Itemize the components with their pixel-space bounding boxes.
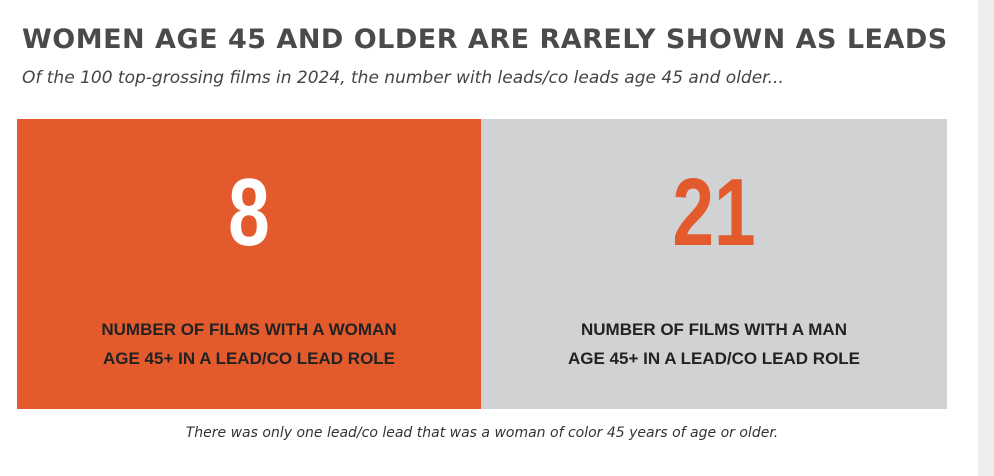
stat-label-women: NUMBER OF FILMS WITH A WOMAN AGE 45+ IN … xyxy=(37,315,461,373)
stat-label-men-line1: NUMBER OF FILMS WITH A MAN xyxy=(581,320,847,339)
stat-label-men: NUMBER OF FILMS WITH A MAN AGE 45+ IN A … xyxy=(501,315,927,373)
stat-value-men: 21 xyxy=(672,159,756,266)
stat-panel-men: 21 NUMBER OF FILMS WITH A MAN AGE 45+ IN… xyxy=(481,119,947,409)
stat-value-women: 8 xyxy=(228,159,270,266)
stat-label-men-line2: AGE 45+ IN A LEAD/CO LEAD ROLE xyxy=(567,349,861,368)
stat-panel-women: 8 NUMBER OF FILMS WITH A WOMAN AGE 45+ I… xyxy=(17,119,481,409)
stat-label-women-line1: NUMBER OF FILMS WITH A WOMAN xyxy=(101,320,397,339)
stat-panels: 8 NUMBER OF FILMS WITH A WOMAN AGE 45+ I… xyxy=(17,119,947,409)
chart-subtitle: Of the 100 top-grossing films in 2024, t… xyxy=(22,68,784,88)
footnote: There was only one lead/co lead that was… xyxy=(185,425,779,441)
page-edge-strip xyxy=(978,0,994,476)
stat-label-women-line2: AGE 45+ IN A LEAD/CO LEAD ROLE xyxy=(102,349,396,368)
chart-title: WOMEN AGE 45 AND OLDER ARE RARELY SHOWN … xyxy=(22,24,948,55)
